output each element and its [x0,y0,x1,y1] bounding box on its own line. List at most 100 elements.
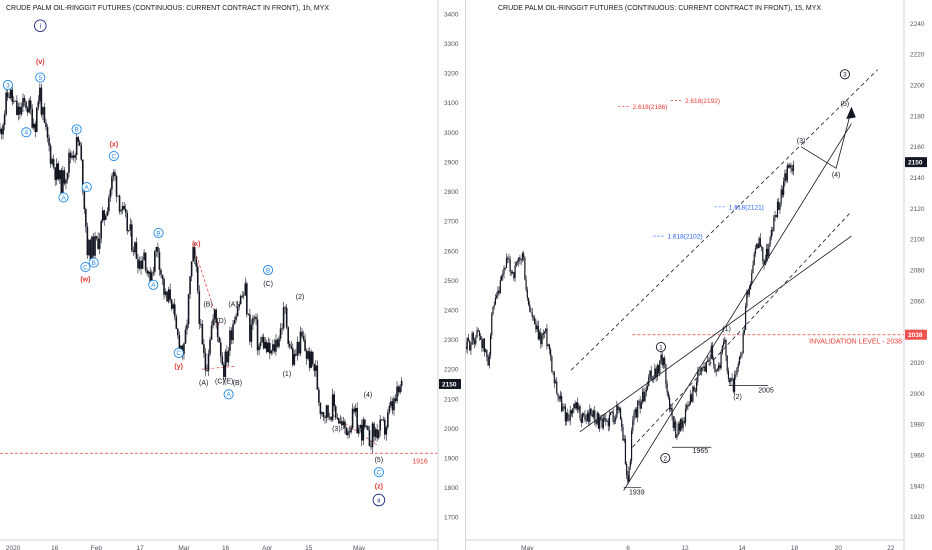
wave-label: B [74,127,78,134]
candle-body [626,464,628,476]
candle-body [313,363,316,371]
candle-body [337,418,340,424]
candle-body [567,412,569,420]
candle-body [169,289,171,300]
candle-body [789,164,791,168]
candle-body [111,176,113,190]
candle-body [344,421,346,429]
candle-body [127,230,130,232]
candle-body [619,408,622,420]
candle-body [325,405,328,418]
candle-body [561,395,563,412]
candle-body [161,274,164,279]
price-tick-label: 2220 [910,52,925,59]
time-axis[interactable]: 2020 16 Feb 17 Mar 16 Apr 15 May [0,539,438,550]
chart-title: CRUDE PALM OIL-RINGGIT FUTURES (CONTINUO… [6,5,329,12]
candle-body [707,360,709,362]
candle-body [644,392,646,401]
candle-body [213,309,216,320]
price-tick-label: 1920 [910,514,925,521]
candle-body [603,418,606,419]
candle-body [646,386,649,390]
wave-label: (2) [296,294,305,301]
candle-body [773,217,775,231]
time-tick-label: Feb [91,545,103,550]
chart-panel-1h[interactable]: 1916 i (v) 5 3 4 B (x) C A A C B (w) B A (x) B (C) (2) (A) (B… [0,0,466,550]
wave-label: B [266,267,270,274]
wave-label: (3) [797,138,806,145]
candle-body [565,412,568,422]
candle-body [121,205,124,211]
candle-body [662,357,665,366]
candle-body [727,371,730,379]
candle-body [573,403,575,409]
candle-body [521,253,524,261]
time-tick-label: 16 [51,545,59,550]
candle-body [298,341,300,354]
chart-15m-svg[interactable]: INVALIDATION LEVEL - 2038 2.618(2192) 2.61… [466,0,932,550]
candle-body [780,189,782,203]
candle-body [342,421,345,426]
support-level-label: 1916 [412,458,428,465]
candle-body [101,210,104,222]
candle-body [751,273,753,285]
candle-body [710,345,712,359]
candle-body [261,336,263,343]
candle-body [154,251,156,272]
candle-body [695,381,698,392]
channel-line [579,235,852,433]
price-tick-label: 2000 [910,391,925,398]
candle-body [48,137,50,146]
candle-body [120,210,122,212]
wave-label: (5) [375,457,384,464]
candle-body [129,224,132,231]
candle-body [328,416,331,418]
candle-body [538,332,541,340]
candle-body [487,357,489,366]
candle-body [307,351,309,359]
candle-body [22,98,24,107]
candle-body [716,368,719,371]
wave-label: (x) [110,142,119,149]
candle-body [689,394,692,405]
wave-label: C [112,153,117,160]
candle-body [645,389,647,393]
price-tick-label: 2300 [444,337,459,344]
candle-body [524,257,526,280]
candle-body [617,405,619,411]
wave-label-circle [88,257,99,268]
candle-body [123,205,125,210]
price-axis[interactable]: 3400 3300 3200 3100 3000 2900 2800 2700 2600 2500… [437,0,461,550]
candle-body [252,317,254,325]
candle-body [485,349,487,352]
candle-body [292,348,294,365]
candle-body [391,401,394,411]
candle-body [473,340,476,344]
candle-body [523,253,525,258]
price-axis[interactable]: 2240 2220 2200 2180 2160 2140 2120 2100 2080 2060… [903,0,927,550]
time-axis[interactable]: May 6 12 14 18 20 22 [466,539,904,550]
price-tick-label: 2140 [910,175,925,182]
candle-body [6,92,9,98]
candle-body [624,438,627,465]
candle-body [656,365,658,378]
candle-body [724,340,726,343]
candle-body [167,289,170,302]
candle-body [246,283,248,315]
price-tick-label: 2100 [444,396,459,403]
fib-level-label: 2.618(2186) [632,104,667,111]
candle-body [295,354,297,356]
candle-body [267,342,270,353]
candle-body [94,236,96,256]
candle-body [466,338,468,350]
chart-panel-15m[interactable]: INVALIDATION LEVEL - 2038 2.618(2192) 2.61… [466,0,932,550]
candle-body [324,416,326,418]
candle-body [589,408,591,422]
wave-label: 1939 [629,489,645,496]
candle-body [183,343,185,355]
candle-body [75,137,78,155]
candle-body [354,407,357,412]
fib-level-label: 1.618(2121) [729,204,764,211]
